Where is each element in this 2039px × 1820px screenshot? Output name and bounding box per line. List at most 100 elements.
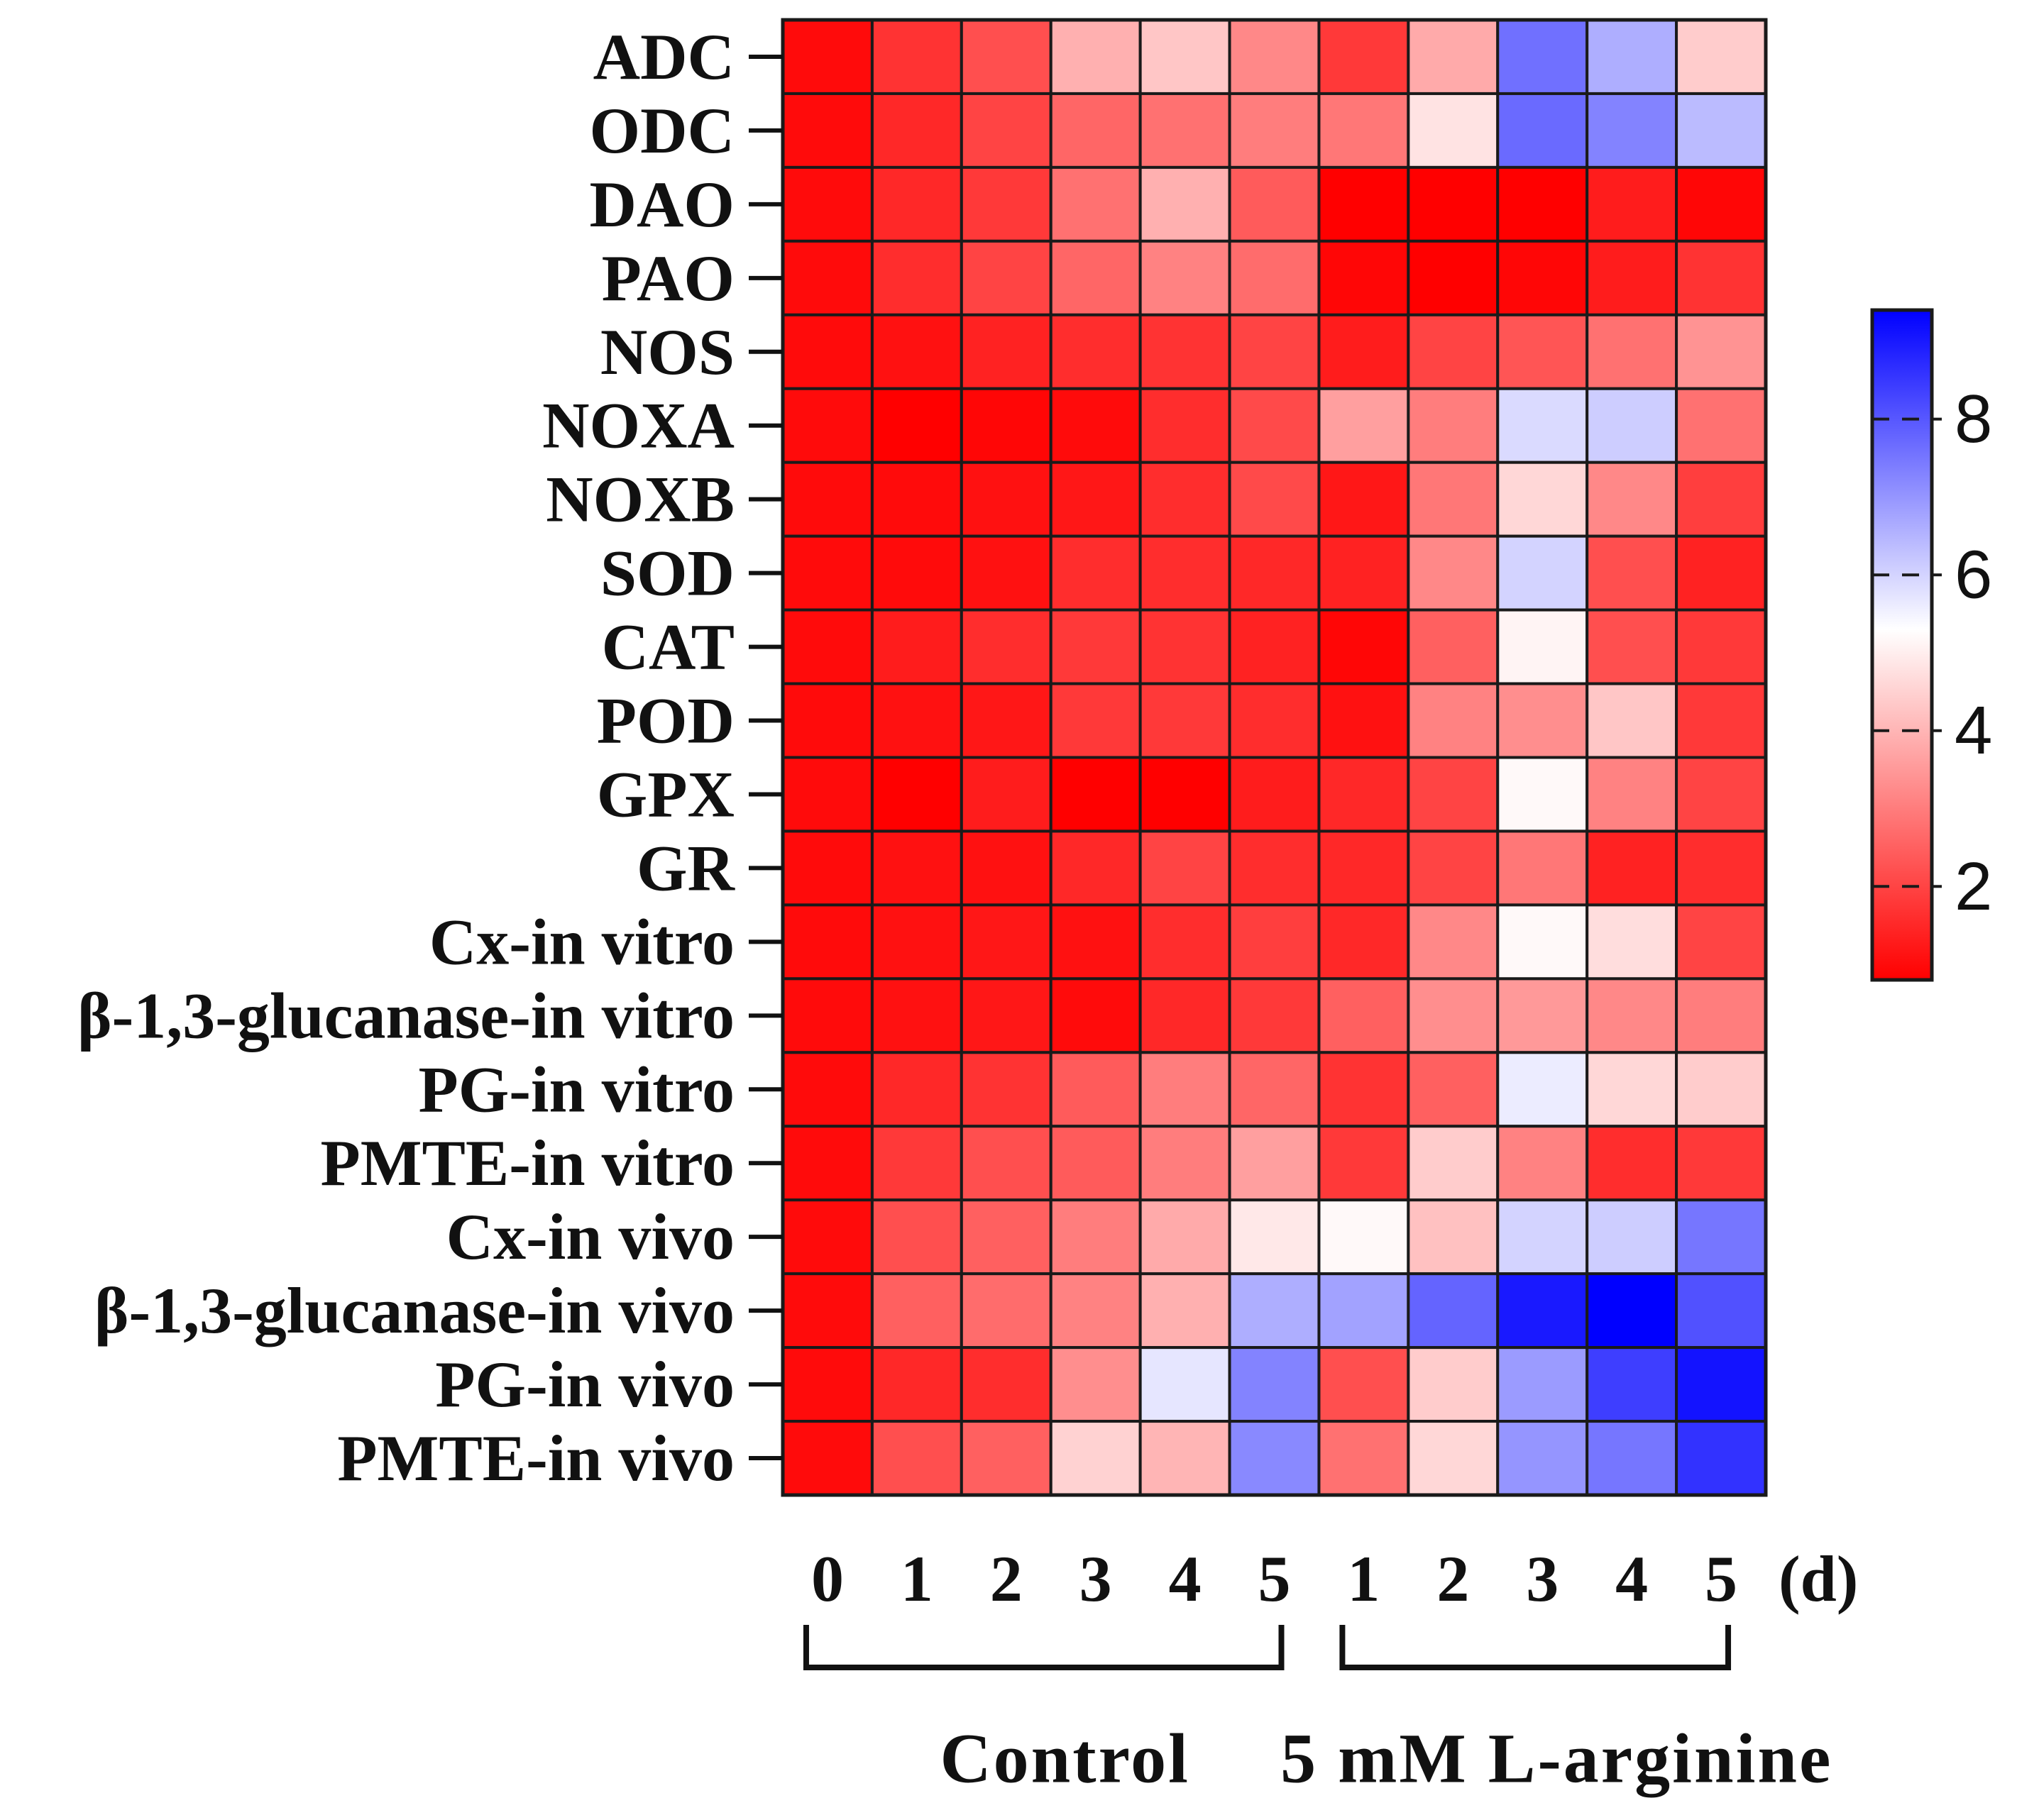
heatmap-cell	[1317, 1051, 1410, 1128]
heatmap-cell	[1407, 1272, 1500, 1350]
heatmap-cell	[1496, 756, 1589, 833]
heatmap-cell	[1496, 1272, 1589, 1350]
heatmap-cell	[960, 18, 1053, 95]
heatmap-cell	[1317, 534, 1410, 612]
heatmap-cell	[1585, 1051, 1678, 1128]
heatmap-cell	[1138, 756, 1231, 833]
heatmap-cell	[1496, 387, 1589, 464]
row-label: SOD	[600, 537, 735, 610]
heatmap-cell	[960, 682, 1053, 759]
heatmap-cell	[870, 18, 963, 95]
heatmap-cell	[1496, 1125, 1589, 1202]
heatmap-cell	[1138, 1051, 1231, 1128]
heatmap-cell	[1675, 239, 1767, 316]
colorbar-gradient	[1870, 308, 1934, 982]
heatmap-cell	[1496, 682, 1589, 759]
heatmap-cell	[1496, 608, 1589, 685]
column-label: 4	[1615, 1543, 1648, 1615]
heatmap-cell	[1675, 977, 1767, 1054]
column-label: 1	[901, 1543, 933, 1615]
column-label: 0	[811, 1543, 844, 1615]
heatmap-cell	[781, 1346, 874, 1423]
heatmap-cell	[1675, 1198, 1767, 1276]
heatmap-cell	[870, 829, 963, 907]
heatmap-cell	[1138, 1272, 1231, 1350]
heatmap-cell	[1049, 1051, 1142, 1128]
group-bracket	[1339, 1625, 1732, 1670]
heatmap-cell	[960, 387, 1053, 464]
heatmap-cell	[1317, 387, 1410, 464]
heatmap-cell	[1585, 460, 1678, 538]
row-label: PMTE-in vivo	[337, 1422, 735, 1494]
heatmap-cell	[870, 92, 963, 169]
heatmap-cell	[1317, 682, 1410, 759]
heatmap-cell	[960, 977, 1053, 1054]
heatmap-cell	[1675, 608, 1767, 685]
heatmap-cell	[1138, 1198, 1231, 1276]
heatmap-cell	[960, 534, 1053, 612]
heatmap-cell	[1317, 903, 1410, 981]
heatmap-cell	[781, 1272, 874, 1350]
heatmap-cell	[870, 1198, 963, 1276]
heatmap-cell	[1228, 977, 1321, 1054]
heatmap-cell	[1407, 608, 1500, 685]
row-label: GPX	[597, 758, 735, 830]
heatmap-cell	[1317, 756, 1410, 833]
heatmap-cell	[1138, 387, 1231, 464]
row-label: Cx-in vitro	[429, 905, 735, 978]
heatmap-cell	[1228, 92, 1321, 169]
heatmap-cell	[870, 1272, 963, 1350]
heatmap-cell	[1407, 534, 1500, 612]
heatmap-cell	[1049, 92, 1142, 169]
row-label: POD	[597, 685, 735, 757]
heatmap-cell	[1585, 977, 1678, 1054]
heatmap-cell	[1496, 313, 1589, 390]
heatmap-cell	[781, 1420, 874, 1497]
heatmap-cell	[1049, 1272, 1142, 1350]
heatmap-cell	[1585, 313, 1678, 390]
heatmap-cell	[960, 92, 1053, 169]
heatmap-cell	[1138, 239, 1231, 316]
heatmap-cell	[1585, 1125, 1678, 1202]
heatmap-cell	[1675, 682, 1767, 759]
heatmap-cell	[781, 829, 874, 907]
heatmap-cell	[1585, 829, 1678, 907]
heatmap-cell	[1228, 534, 1321, 612]
heatmap-cell	[1675, 1420, 1767, 1497]
heatmap-cell	[1049, 313, 1142, 390]
heatmap-cell	[870, 1346, 963, 1423]
heatmap-cell	[1585, 387, 1678, 464]
heatmap-cell	[1675, 18, 1767, 95]
row-label: NOXA	[542, 390, 735, 462]
heatmap-cell	[1049, 682, 1142, 759]
heatmap-cell	[1496, 1198, 1589, 1276]
heatmap-cell	[1138, 682, 1231, 759]
heatmap-cell	[1407, 460, 1500, 538]
heatmap-cell	[1228, 460, 1321, 538]
row-label: PMTE-in vitro	[321, 1127, 735, 1199]
heatmap-cell	[1228, 1198, 1321, 1276]
heatmap-cell	[1049, 460, 1142, 538]
heatmap-cell	[1049, 1346, 1142, 1423]
heatmap-cell	[870, 977, 963, 1054]
heatmap-cell	[1138, 1125, 1231, 1202]
heatmap-cell	[1675, 534, 1767, 612]
row-label: PAO	[602, 242, 735, 314]
heatmap-cell	[1228, 387, 1321, 464]
heatmap-cell	[1496, 239, 1589, 316]
heatmap-cell	[1317, 460, 1410, 538]
heatmap-cell	[1585, 534, 1678, 612]
heatmap-cell	[1317, 313, 1410, 390]
heatmap-cell	[1675, 460, 1767, 538]
heatmap-cell	[1317, 18, 1410, 95]
heatmap-cell	[870, 756, 963, 833]
heatmap-cell	[781, 239, 874, 316]
heatmap-cell	[1407, 387, 1500, 464]
heatmap-cell	[1049, 18, 1142, 95]
heatmap-cells	[781, 18, 1768, 1497]
row-label: ODC	[590, 94, 735, 167]
row-label: ADC	[593, 21, 735, 93]
heatmap-cell	[1317, 977, 1410, 1054]
heatmap-cell	[1228, 756, 1321, 833]
